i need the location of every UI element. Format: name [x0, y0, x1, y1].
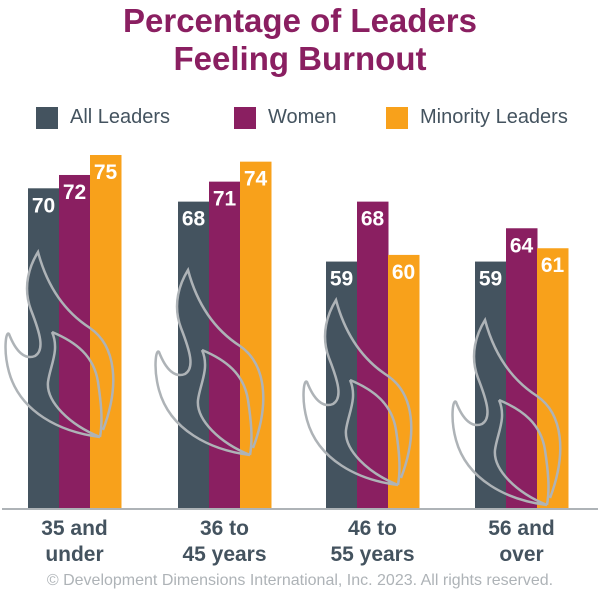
category-label: 35 and [41, 517, 108, 540]
data-label: 68 [361, 208, 385, 231]
legend-item-minority-leaders: Minority Leaders [386, 106, 568, 129]
bar-women [59, 174, 91, 508]
data-label: 70 [32, 194, 55, 217]
category-label: 36 to [200, 517, 249, 540]
legend: All Leaders Women Minority Leaders [0, 106, 600, 134]
category-label: 55 years [330, 543, 414, 566]
data-label: 71 [213, 188, 237, 211]
data-label: 59 [479, 268, 502, 291]
legend-item-women: Women [234, 106, 337, 129]
legend-swatch [386, 106, 408, 129]
bar-chart: 70 72 75 35 and under 68 71 74 36 to 45 years 59 68… [2, 155, 598, 566]
data-label: 72 [63, 181, 86, 204]
flame-icon [451, 316, 562, 507]
title-line-2: Feeling Burnout [173, 40, 427, 77]
data-label: 75 [94, 161, 118, 184]
flame-icon [154, 266, 265, 457]
category-label: 45 years [182, 543, 266, 566]
data-label: 64 [510, 234, 534, 257]
legend-label: Women [268, 106, 337, 128]
legend-label: All Leaders [70, 106, 171, 128]
legend-label: Minority Leaders [420, 106, 568, 128]
data-label: 68 [182, 208, 206, 231]
legend-swatch [36, 106, 58, 129]
bar-minority-leaders [240, 161, 272, 508]
data-label: 59 [330, 268, 353, 291]
bar-women [209, 181, 241, 508]
copyright-footer: © Development Dimensions International, … [46, 572, 554, 589]
title-line-1: Percentage of Leaders [123, 2, 477, 39]
category-label: over [499, 543, 543, 566]
category-label: 46 to [348, 517, 397, 540]
legend-item-all-leaders: All Leaders [36, 106, 170, 129]
data-label: 60 [392, 261, 415, 284]
bar-minority-leaders [537, 248, 569, 508]
bar-women [506, 228, 538, 508]
category-label: under [45, 543, 103, 566]
legend-swatch [234, 106, 256, 129]
chart-title: Percentage of Leaders Feeling Burnout [0, 2, 600, 78]
data-label: 74 [244, 168, 268, 191]
data-label: 61 [541, 254, 565, 277]
flame-icon [302, 296, 413, 487]
flame-icon [4, 248, 115, 439]
category-label: 56 and [488, 517, 555, 540]
